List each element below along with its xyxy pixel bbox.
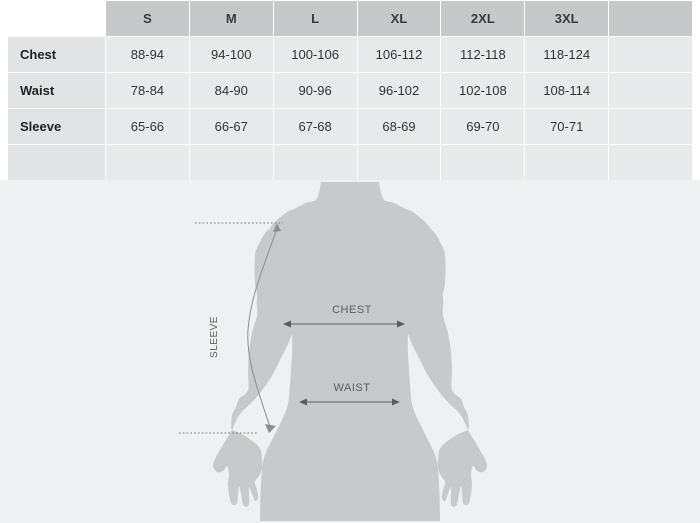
svg-text:CHEST: CHEST: [332, 304, 372, 316]
svg-text:SLEEVE: SLEEVE: [209, 316, 220, 358]
svg-text:WAIST: WAIST: [334, 382, 371, 394]
